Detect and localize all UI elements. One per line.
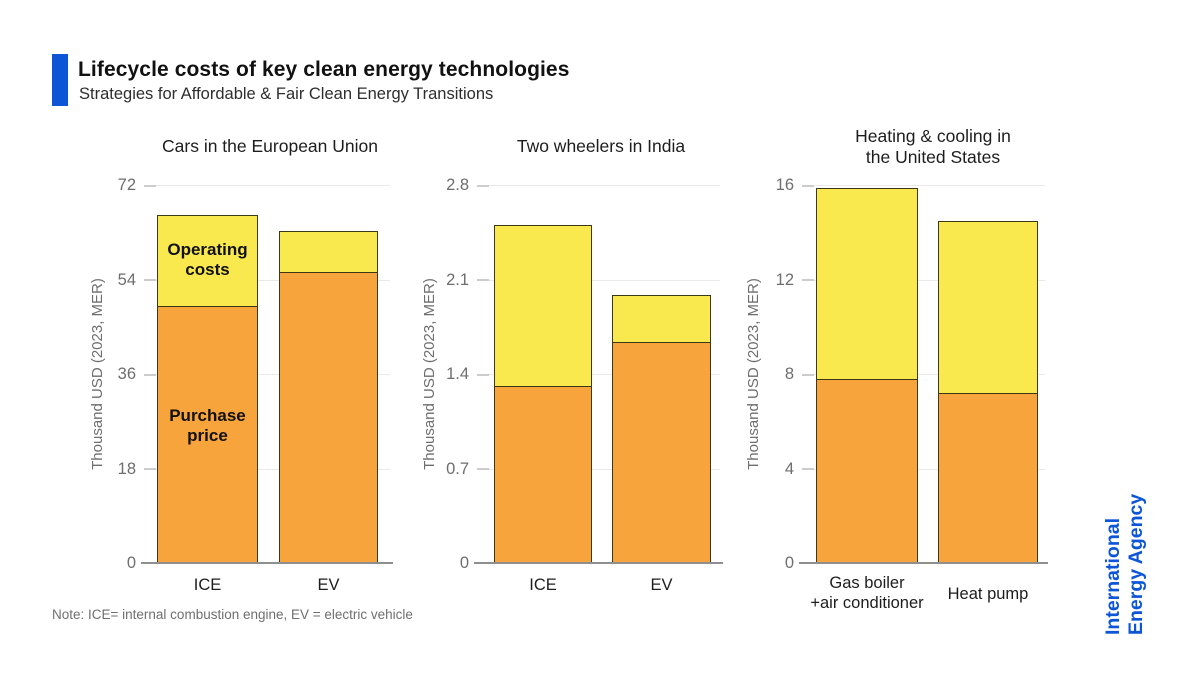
category-label: EV: [572, 575, 752, 595]
segment-label-line: Purchase: [169, 406, 246, 426]
gridline: [150, 374, 390, 375]
y-tick-label: 2.8: [446, 176, 469, 194]
x-axis-line: [799, 562, 1048, 564]
chart-title-line: the United States: [865, 147, 1001, 167]
footnote: Note: ICE= internal combustion engine, E…: [52, 607, 413, 622]
bar-purchase-Heat pump: [938, 392, 1038, 563]
bar-operating-ICE: [157, 214, 258, 307]
tick-mark: [144, 279, 156, 281]
bar-purchase-EV: [279, 271, 378, 563]
y-tick-label: 72: [117, 176, 136, 194]
category-label-line: +air conditioner: [810, 594, 924, 612]
tick-mark: [802, 184, 814, 187]
category-label: ICE: [118, 575, 298, 595]
tick-mark: [802, 279, 814, 281]
category-label-line: EV: [317, 576, 340, 594]
y-tick-label: 1.4: [446, 365, 469, 383]
y-tick-label: 0: [459, 554, 469, 572]
x-axis-line: [141, 562, 393, 564]
gridline: [808, 374, 1045, 375]
segment-label: Operating costs: [157, 240, 258, 280]
bar-purchase-ICE: [494, 386, 592, 563]
bar-operating-Heat pump: [938, 221, 1038, 394]
gridline: [483, 279, 720, 281]
gridline: [150, 185, 390, 186]
chart-title-line: Two wheelers in India: [516, 136, 686, 156]
chart-title: Two wheelers in India: [401, 136, 801, 157]
tick-mark: [144, 468, 156, 470]
bar-operating-EV: [612, 295, 711, 343]
iea-logo-line1: International: [1102, 517, 1124, 635]
gridline: [808, 279, 1045, 281]
category-label-line: ICE: [193, 576, 222, 594]
category-label-line: ICE: [529, 576, 557, 594]
tick-mark: [144, 373, 156, 376]
bar-purchase-Gas boiler +air conditioner: [816, 378, 918, 563]
category-label-line: EV: [650, 576, 673, 594]
y-tick-label: 0.7: [446, 459, 469, 478]
chart-title-line: Heating & cooling in: [855, 126, 1011, 146]
y-tick-label: 36: [117, 365, 136, 383]
y-tick-label: 54: [117, 270, 136, 289]
category-label: ICE: [453, 575, 633, 595]
category-label: EV: [239, 575, 419, 595]
y-tick-label: 2.1: [446, 270, 469, 289]
tick-mark: [802, 373, 814, 376]
segment-label-line: Operating: [167, 239, 248, 259]
tick-mark: [802, 468, 814, 470]
category-label-line: Gas boiler: [829, 574, 905, 592]
gridline: [483, 185, 720, 186]
bar-operating-ICE: [494, 225, 592, 388]
page-subtitle: Strategies for Affordable & Fair Clean E…: [79, 85, 494, 103]
iea-logo: International Energy Agency: [1102, 445, 1150, 635]
y-tick-label: 12: [775, 270, 794, 289]
segment-label-line: costs: [185, 259, 230, 279]
y-tick-label: 16: [775, 176, 794, 194]
gridline: [483, 468, 720, 470]
category-label: Gas boiler +air conditioner: [777, 573, 957, 613]
tick-mark: [477, 184, 489, 187]
chart-title-line: Cars in the European Union: [162, 136, 378, 156]
iea-logo-line2: Energy Agency: [1125, 493, 1147, 635]
chart-title: Cars in the European Union: [70, 136, 470, 157]
tick-mark: [144, 184, 156, 187]
gridline: [150, 468, 390, 470]
segment-label: Purchase price: [157, 406, 258, 446]
title-accent-bar: [52, 54, 68, 106]
gridline: [808, 468, 1045, 470]
category-label-line: Heat pump: [947, 585, 1029, 603]
bar-operating-Gas boiler +air conditioner: [816, 188, 918, 380]
chart-title: Heating & cooling in the United States: [733, 126, 1133, 168]
segment-label-line: price: [187, 426, 228, 446]
bar-purchase-ICE: [157, 305, 258, 563]
y-tick-label: 0: [784, 554, 794, 572]
tick-mark: [477, 468, 489, 470]
category-label: Heat pump: [898, 584, 1078, 604]
tick-mark: [477, 373, 489, 376]
bar-operating-EV: [279, 230, 378, 273]
y-tick-label: 4: [784, 459, 794, 478]
tick-mark: [477, 279, 489, 281]
x-axis-line: [474, 562, 723, 564]
y-tick-label: 8: [784, 365, 794, 383]
gridline: [808, 185, 1045, 186]
page-title: Lifecycle costs of key clean energy tech…: [78, 58, 570, 81]
y-tick-label: 18: [117, 459, 136, 478]
y-tick-label: 0: [126, 554, 136, 572]
gridline: [483, 374, 720, 375]
gridline: [150, 279, 390, 281]
bar-purchase-EV: [612, 341, 711, 563]
